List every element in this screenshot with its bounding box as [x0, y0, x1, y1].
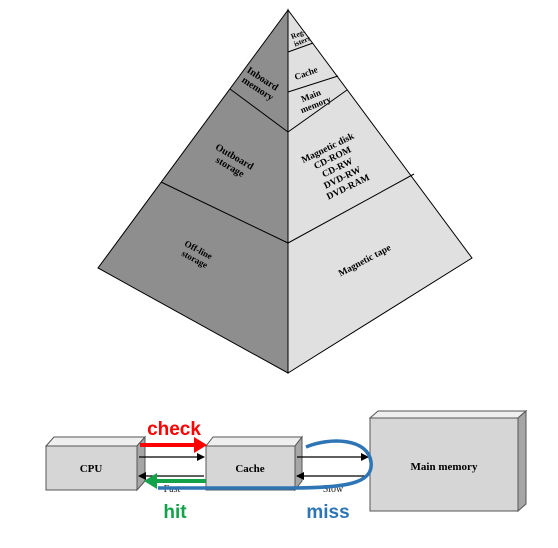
pyramid-right-divider-3: [287, 89, 348, 133]
check-arrow: [140, 437, 207, 453]
pyramid-right-face: [287, 8, 473, 374]
pyramid-right-divider-4: [287, 173, 415, 244]
pyramid-right-divider-1: [287, 42, 314, 53]
cache-label: Cache: [235, 463, 264, 475]
pyramid: Inboard memory Outboard storage Off-line…: [97, 8, 473, 374]
slow-label: Slow: [323, 484, 344, 495]
miss-path: [158, 439, 373, 490]
pyramid-left-face: [97, 8, 289, 374]
pyramid-left-divider-2: [160, 181, 289, 244]
cpu-box: CPU: [44, 435, 147, 492]
check-label: check: [147, 419, 201, 440]
hit-arrow: [144, 473, 206, 489]
hit-label: hit: [163, 502, 187, 523]
miss-label: miss: [306, 502, 349, 523]
main-memory-label: Main memory: [411, 461, 478, 473]
cache-flow-diagram: CPU Cache Main memory Fast Slow che: [44, 409, 528, 523]
pyramid-left-divider-1: [229, 88, 289, 133]
main-memory-box: Main memory: [368, 409, 528, 513]
cpu-label: CPU: [80, 463, 103, 475]
pyramid-right-divider-2: [287, 75, 339, 93]
cache-box: Cache: [204, 435, 304, 492]
